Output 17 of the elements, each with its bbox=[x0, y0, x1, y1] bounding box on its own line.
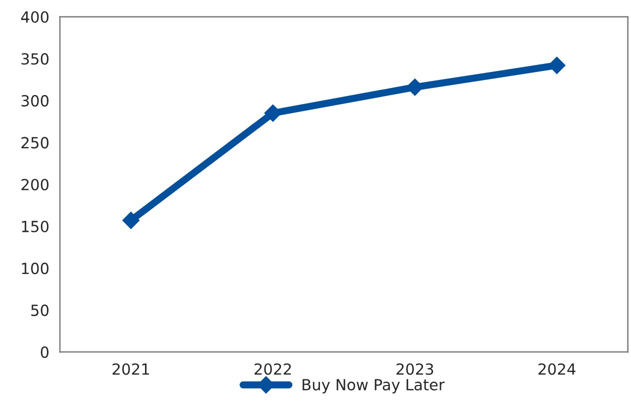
point bbox=[122, 212, 140, 229]
y-tick-label: 300 bbox=[22, 95, 49, 107]
x-tick-label: 2022 bbox=[254, 363, 291, 375]
y-tick-label: 200 bbox=[21, 178, 49, 190]
point bbox=[406, 78, 424, 96]
x-tick-label: 2021 bbox=[112, 363, 149, 375]
legend-label: Buy Now Pay Later bbox=[302, 379, 445, 394]
x-tick-label: 2024 bbox=[538, 363, 576, 375]
y-tick-label: 250 bbox=[21, 136, 49, 148]
y-tick-label: 100 bbox=[22, 262, 49, 274]
y-tick-label: 50 bbox=[31, 304, 49, 316]
y-tick-label: 0 bbox=[40, 346, 49, 358]
point bbox=[264, 104, 282, 122]
x-tick-label: 2023 bbox=[396, 363, 434, 375]
y-tick-label: 350 bbox=[22, 53, 49, 65]
y-tick-label: 150 bbox=[22, 220, 49, 232]
y-tick-label: 400 bbox=[21, 11, 49, 23]
